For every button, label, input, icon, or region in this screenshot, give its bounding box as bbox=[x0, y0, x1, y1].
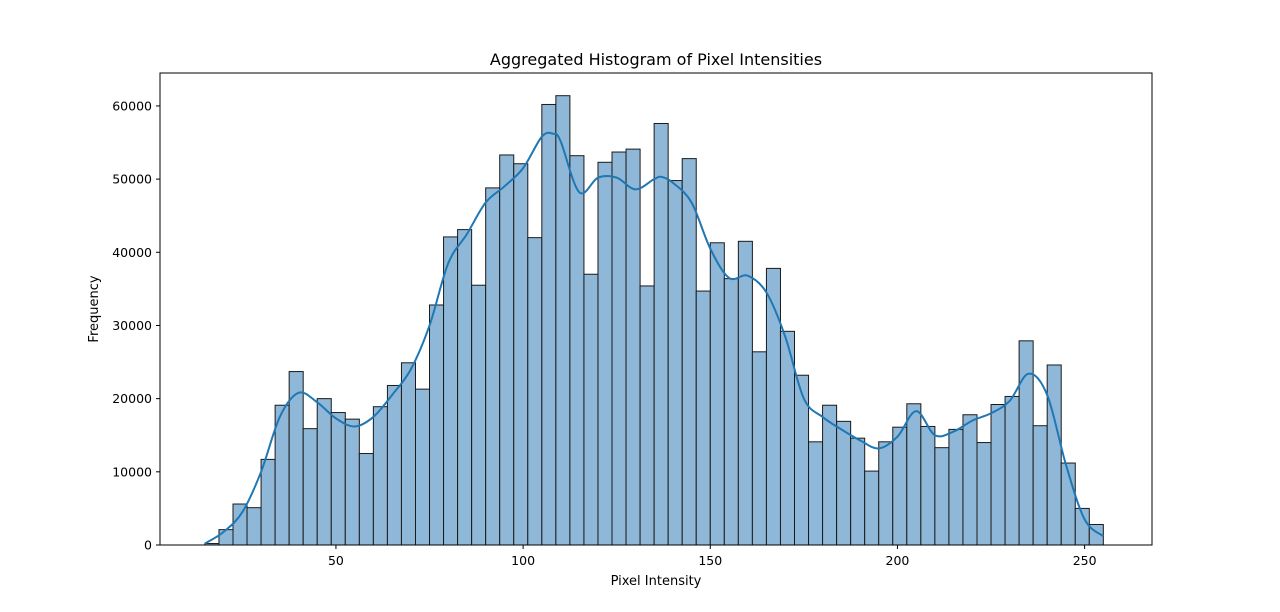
x-axis-label: Pixel Intensity bbox=[611, 574, 702, 589]
histogram-bar bbox=[794, 374, 810, 546]
histogram-bar bbox=[737, 240, 753, 546]
kde-curve bbox=[204, 131, 1105, 545]
y-tick-label: 10000 bbox=[112, 464, 152, 479]
y-tick-label: 60000 bbox=[112, 98, 152, 113]
histogram-bar bbox=[597, 161, 613, 546]
histogram-bar bbox=[499, 154, 515, 546]
histogram-bar bbox=[232, 503, 248, 546]
histogram-bar bbox=[485, 187, 501, 546]
x-tick-label: 50 bbox=[328, 553, 344, 568]
x-tick-label: 150 bbox=[698, 553, 722, 568]
histogram-bar bbox=[765, 267, 781, 546]
histogram-bar bbox=[302, 428, 318, 546]
x-tick-label: 200 bbox=[886, 553, 910, 568]
histogram-bar bbox=[990, 404, 1006, 546]
histogram-bar bbox=[808, 441, 824, 546]
histogram-bar bbox=[260, 458, 276, 546]
histogram-bar bbox=[681, 158, 697, 546]
histogram-bar bbox=[471, 284, 487, 546]
y-tick-label: 40000 bbox=[112, 245, 152, 260]
histogram-bar bbox=[695, 290, 711, 546]
histogram-bar bbox=[358, 453, 374, 546]
histogram-bar bbox=[218, 529, 234, 546]
histogram-bar bbox=[836, 420, 852, 546]
histogram-bar bbox=[864, 470, 880, 546]
histogram-bar bbox=[1046, 364, 1062, 546]
histogram-bar bbox=[976, 442, 992, 546]
histogram-bar bbox=[330, 412, 346, 546]
histogram-bar bbox=[667, 180, 683, 546]
histogram-bar bbox=[1032, 425, 1048, 546]
histogram-bar bbox=[400, 362, 416, 546]
histogram-bar bbox=[443, 236, 459, 546]
histogram-bar bbox=[274, 404, 290, 546]
histogram-bars bbox=[204, 95, 1104, 546]
chart-title: Aggregated Histogram of Pixel Intensitie… bbox=[490, 50, 822, 69]
histogram-bar bbox=[920, 425, 936, 546]
histogram-bar bbox=[513, 163, 529, 546]
histogram-bar bbox=[569, 155, 585, 546]
y-axis-label: Frequency bbox=[87, 275, 102, 342]
histogram-bar bbox=[962, 414, 978, 546]
y-tick-label: 0 bbox=[144, 538, 152, 553]
histogram-bar bbox=[372, 406, 388, 546]
histogram-bar bbox=[414, 388, 431, 546]
y-tick-label: 30000 bbox=[112, 318, 152, 333]
histogram-bar bbox=[878, 441, 894, 546]
y-tick-label: 50000 bbox=[112, 172, 152, 187]
histogram-bar bbox=[541, 103, 557, 546]
y-tick-label: 20000 bbox=[112, 391, 152, 406]
histogram-bar bbox=[639, 285, 655, 546]
histogram-bar bbox=[611, 151, 627, 546]
histogram-bar bbox=[386, 384, 402, 546]
histogram-bar bbox=[1004, 395, 1020, 546]
x-tick-label: 100 bbox=[511, 553, 535, 568]
histogram-bar bbox=[723, 278, 739, 546]
histogram-bar bbox=[948, 428, 964, 546]
histogram-bar bbox=[429, 304, 445, 546]
histogram-bar bbox=[527, 237, 543, 546]
histogram-bar bbox=[316, 398, 332, 546]
histogram-bar bbox=[1018, 340, 1034, 546]
x-axis-ticks: 50 100 150 200 250 bbox=[328, 545, 1097, 568]
histogram-bar bbox=[906, 403, 922, 546]
histogram-bar bbox=[751, 351, 767, 546]
histogram-bar bbox=[850, 437, 866, 546]
histogram-bar bbox=[709, 242, 725, 546]
x-tick-label: 250 bbox=[1073, 553, 1097, 568]
histogram-bar bbox=[246, 507, 262, 546]
y-axis-ticks: 0 10000 20000 30000 40000 50000 60000 bbox=[112, 98, 160, 553]
histogram-bar bbox=[344, 418, 360, 546]
histogram-bar bbox=[653, 122, 669, 546]
plot-frame bbox=[159, 72, 1153, 546]
histogram-bar bbox=[625, 148, 641, 546]
histogram-bar bbox=[583, 273, 599, 546]
histogram-bar bbox=[457, 229, 473, 546]
histogram-bar bbox=[892, 426, 908, 546]
histogram-bar bbox=[934, 447, 950, 546]
